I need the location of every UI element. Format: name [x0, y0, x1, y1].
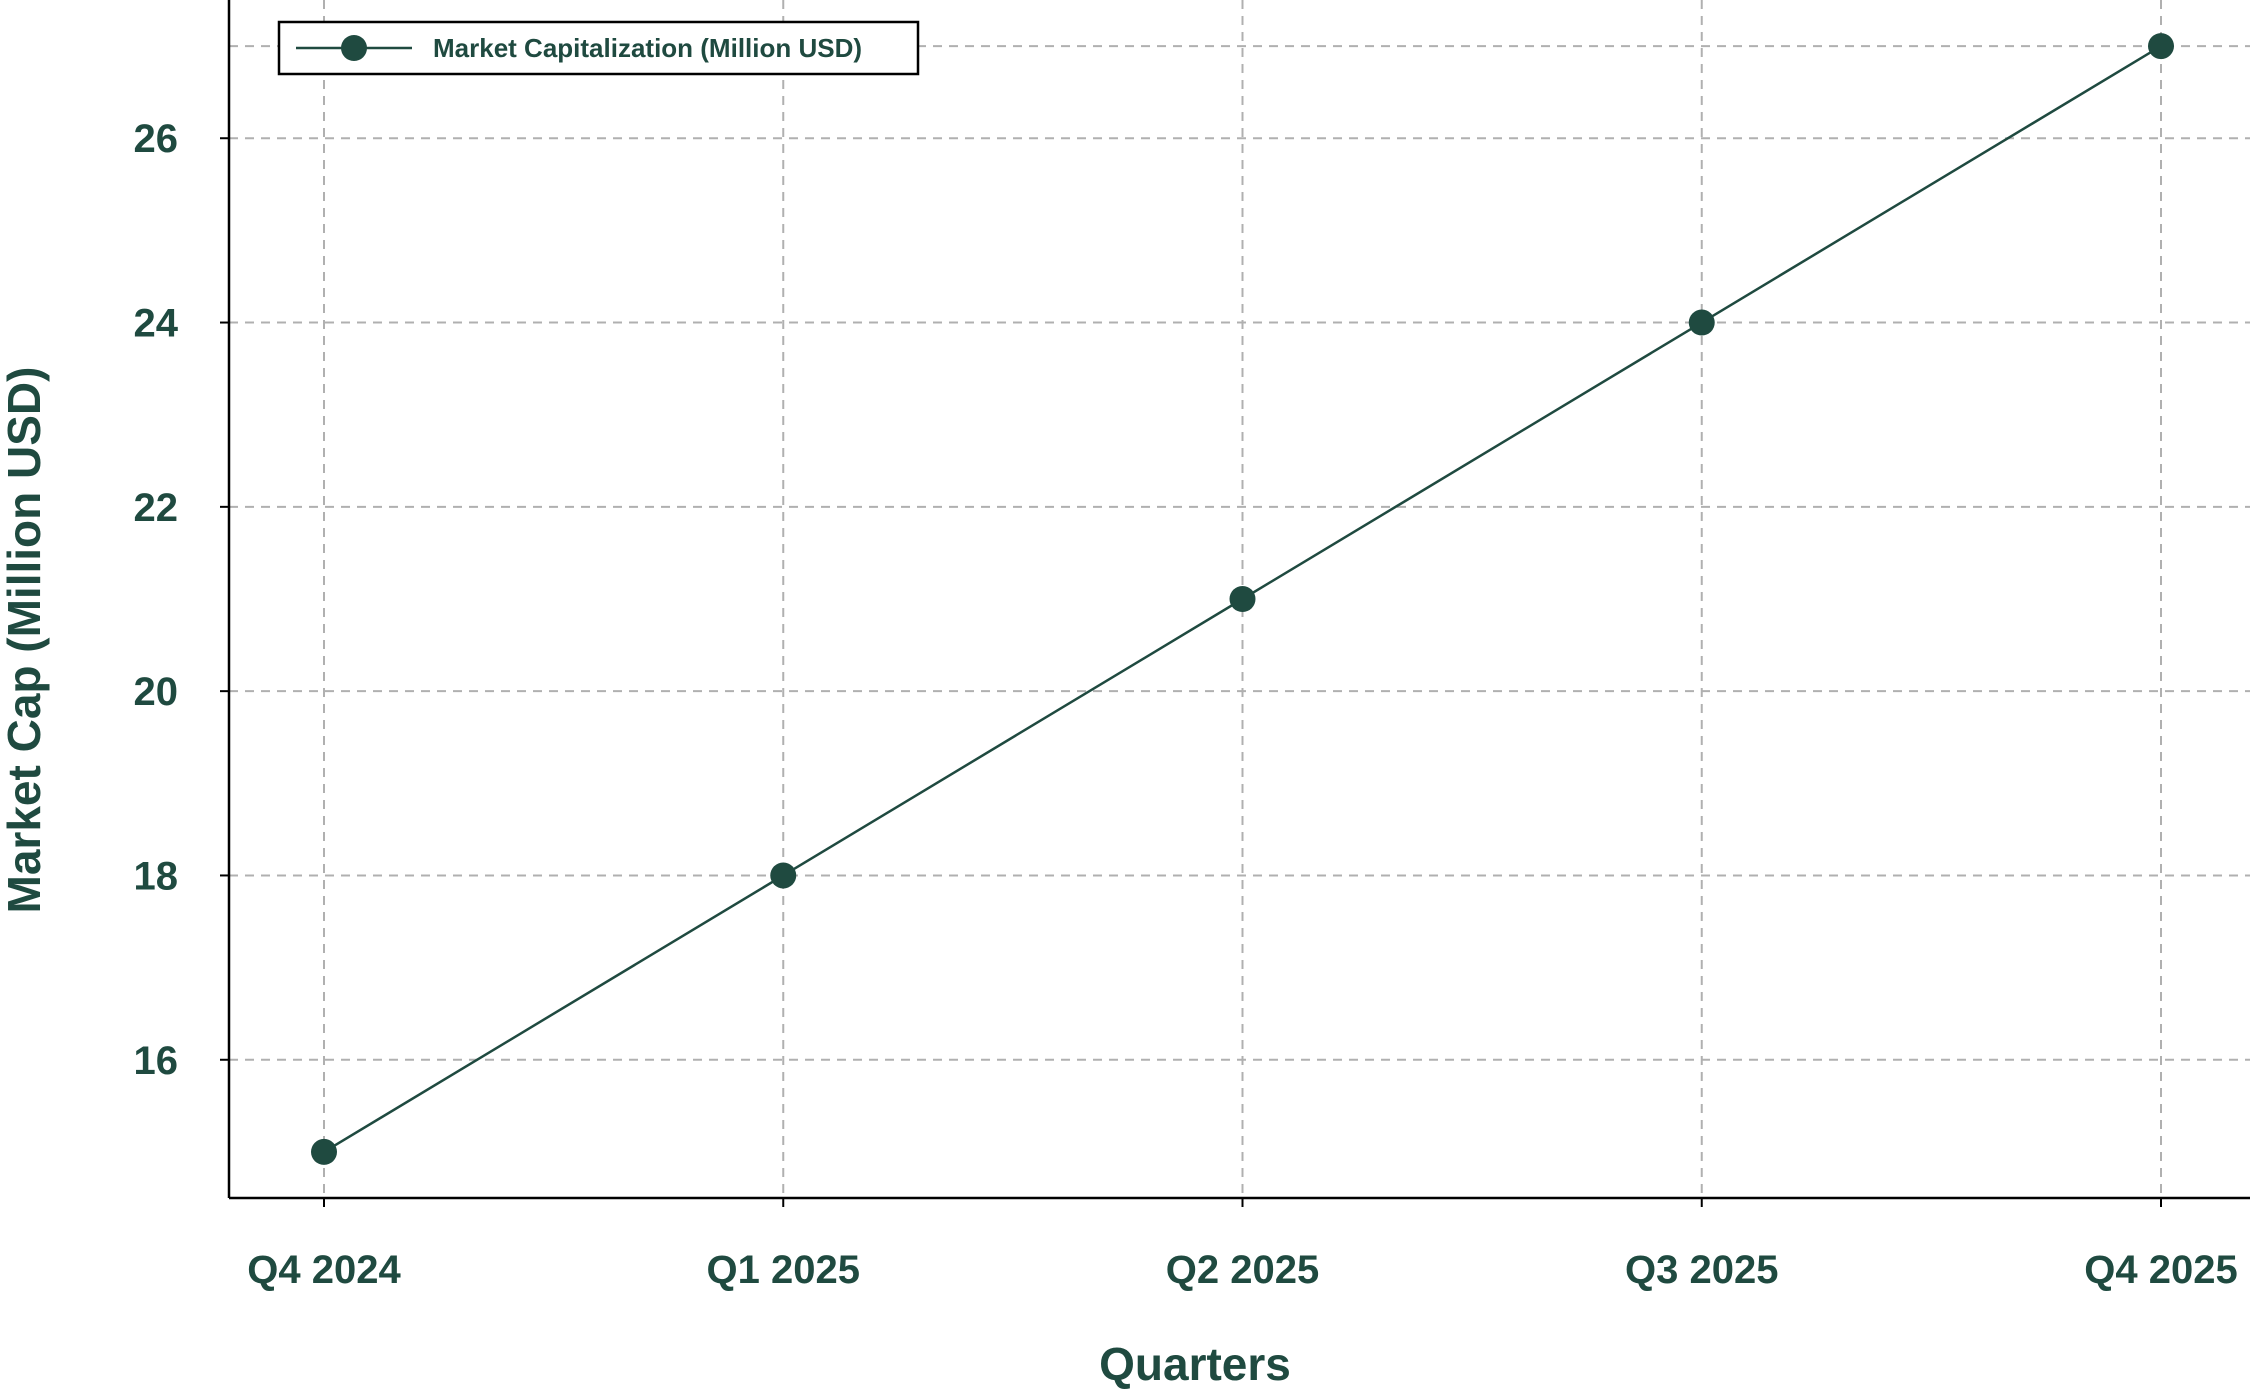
legend-marker	[341, 35, 367, 61]
y-tick-label: 22	[134, 486, 179, 530]
series	[311, 33, 2174, 1165]
x-axis-title: Quarters	[1099, 1338, 1291, 1389]
y-tick-label: 26	[134, 117, 179, 161]
y-tick-label: 16	[134, 1039, 179, 1083]
x-tick-label: Q2 2025	[1166, 1248, 1319, 1292]
x-tick-label: Q4 2025	[2084, 1248, 2237, 1292]
y-tick-label: 24	[134, 302, 179, 346]
axes	[220, 0, 2250, 1207]
x-tick-label: Q4 2024	[247, 1248, 401, 1292]
legend-label: Market Capitalization (Million USD)	[433, 33, 862, 63]
data-point	[770, 862, 797, 889]
data-point	[1688, 309, 1715, 336]
x-tick-label: Q1 2025	[707, 1248, 860, 1292]
y-tick-label: 18	[134, 854, 179, 898]
data-point	[1229, 586, 1256, 612]
legend: Market Capitalization (Million USD)	[277, 20, 920, 76]
y-tick-labels: 16 18 20 22 24 26	[134, 117, 179, 1083]
x-tick-label: Q3 2025	[1625, 1248, 1778, 1292]
y-axis-title: Market Cap (Million USD)	[0, 367, 50, 914]
x-tick-labels: Q4 2024 Q1 2025 Q2 2025 Q3 2025 Q4 2025	[247, 1248, 2237, 1292]
y-tick-label: 20	[134, 670, 179, 714]
data-point	[311, 1138, 337, 1165]
data-point	[2148, 33, 2174, 60]
